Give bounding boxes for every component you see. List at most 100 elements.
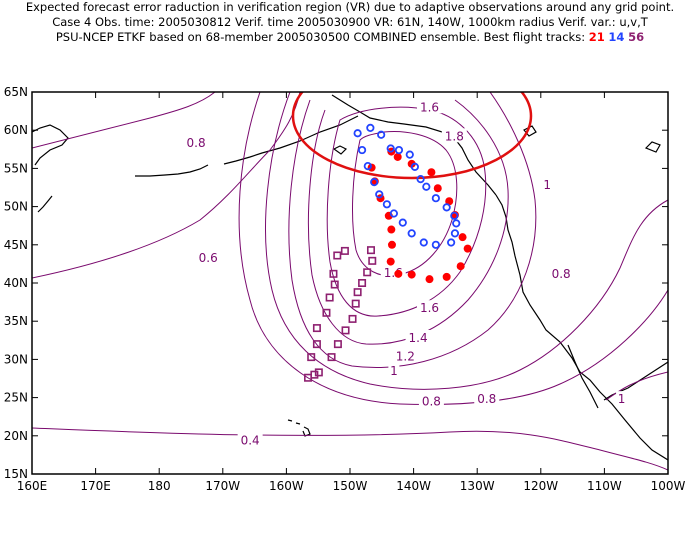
- track-14-point: [447, 238, 456, 247]
- track-56-point: [353, 288, 362, 297]
- track-21-label: 21: [588, 30, 605, 44]
- lon-label: 160E: [17, 479, 48, 493]
- track-14-point: [450, 211, 459, 220]
- track-56-point: [363, 268, 372, 277]
- kamchatka-coast: [32, 124, 69, 166]
- track-21-point: [463, 244, 472, 253]
- contour-label: 1.4: [409, 331, 428, 345]
- contour-1-0: [265, 92, 668, 390]
- contour-label: 1.8: [445, 129, 464, 143]
- verification-circle-group: [291, 92, 533, 180]
- lat-label: 20N: [4, 429, 28, 443]
- header-line-3: PSU-NCEP ETKF based on 68-member 2005030…: [0, 30, 700, 45]
- hudson-shore: [644, 141, 661, 153]
- contour-label-bg: [548, 265, 574, 280]
- track-14-point: [375, 190, 384, 199]
- hawaii-islands: [287, 419, 311, 437]
- track-21-point: [427, 168, 436, 177]
- track-56-point: [325, 293, 334, 302]
- contour-label-bg: [237, 432, 263, 447]
- lon-label: 130W: [460, 479, 495, 493]
- track-21-point: [433, 184, 442, 193]
- contour-label-bg: [417, 300, 442, 315]
- contour-label: 1.2: [396, 349, 415, 363]
- track-14-point: [398, 218, 407, 227]
- track-14-point: [422, 182, 431, 191]
- lat-label: 35N: [4, 314, 28, 328]
- contour-label-bg: [405, 330, 431, 345]
- contour-label: 0.8: [422, 394, 441, 408]
- track-14-label: 14: [608, 30, 625, 44]
- track-14-point: [386, 144, 395, 153]
- track-56-point: [333, 340, 342, 349]
- contour-label: 0.6: [199, 251, 218, 265]
- lat-label: 40N: [4, 276, 28, 290]
- lon-label: 140W: [396, 479, 431, 493]
- kodiak-island: [332, 145, 348, 155]
- lat-label: 30N: [4, 352, 28, 366]
- track-14-point: [416, 174, 425, 184]
- track-21-point: [445, 197, 454, 206]
- track-56-label: 56: [628, 30, 645, 44]
- lon-label: 170W: [205, 479, 240, 493]
- contour-label-bg: [392, 348, 418, 363]
- contour-0-4: [32, 427, 668, 471]
- figure-header: Expected forecast error raduction in ver…: [0, 0, 700, 45]
- track-14-point: [405, 150, 414, 159]
- track-56-point: [314, 368, 323, 377]
- lon-label: 100W: [651, 479, 686, 493]
- track-14-point: [353, 129, 362, 138]
- aleutian-chain: [135, 164, 209, 177]
- contour-1-0-east: [605, 371, 668, 401]
- contour-label-bg: [541, 177, 553, 192]
- contour-label: 1: [390, 364, 398, 378]
- track-14-point: [431, 194, 440, 203]
- track-14-point: [452, 219, 461, 228]
- contour-0-6: [32, 92, 301, 279]
- track-14-point: [389, 209, 398, 218]
- lon-label: 170E: [80, 479, 111, 493]
- mexico-coast: [603, 361, 668, 401]
- track-21-point: [407, 159, 416, 168]
- track-56-point: [304, 373, 313, 382]
- track-21-point: [458, 233, 467, 242]
- contour-label-bg: [441, 128, 467, 143]
- track-14-point: [366, 123, 375, 133]
- flight-tracks: [304, 123, 472, 382]
- track-56-point: [330, 280, 339, 289]
- contour-label-bg: [417, 99, 442, 114]
- track-21-point: [393, 152, 402, 161]
- track-21-point: [387, 225, 396, 234]
- contour-label: 0.8: [187, 136, 206, 150]
- track-56-point: [329, 269, 338, 278]
- lon-label: 110W: [587, 479, 622, 493]
- contour-label: 0.8: [477, 392, 496, 406]
- contour-0-8-main: [238, 92, 668, 405]
- baja-coast: [567, 344, 599, 409]
- track-56-point: [340, 246, 349, 255]
- track-56-point: [312, 324, 321, 333]
- track-14-point: [450, 229, 460, 238]
- track-14-point: [407, 229, 416, 238]
- lon-label: 180: [148, 479, 171, 493]
- contour-1-8: [352, 131, 458, 277]
- contour-lines: [32, 92, 668, 471]
- lat-label: 65N: [4, 85, 28, 99]
- track-56-point: [333, 251, 342, 260]
- track-14-point: [377, 130, 386, 139]
- contour-label: 0.8: [552, 267, 571, 281]
- lon-label: 120W: [523, 479, 558, 493]
- track-14-point: [382, 200, 391, 209]
- track-56-point: [348, 314, 357, 323]
- lon-label: 160W: [269, 479, 304, 493]
- contour-label-bg: [616, 391, 628, 406]
- track-56-point: [307, 353, 316, 362]
- track-14-point: [410, 162, 419, 171]
- track-21-point: [386, 257, 395, 266]
- track-56-point: [368, 256, 377, 265]
- contour-label: 1: [618, 392, 626, 406]
- verification-region-circle: [291, 92, 533, 180]
- track-21-point: [407, 270, 416, 279]
